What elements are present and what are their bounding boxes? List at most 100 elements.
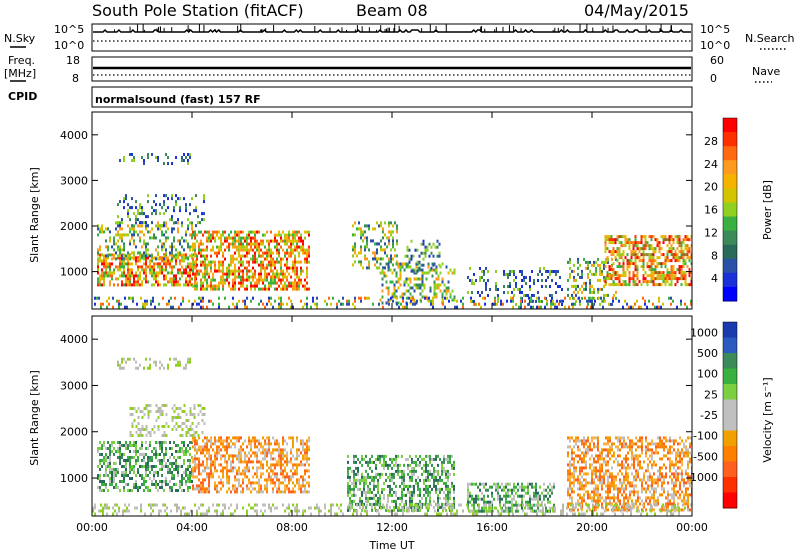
echo-cell — [192, 457, 194, 461]
echo-cell — [254, 287, 256, 291]
echo-cell — [390, 296, 392, 300]
echo-cell — [111, 483, 113, 486]
echo-cell — [203, 200, 205, 204]
echo-cell — [363, 481, 365, 485]
echo-cell — [141, 453, 143, 456]
echo-cell — [112, 305, 114, 309]
echo-cell — [220, 463, 222, 467]
echo-cell — [177, 271, 179, 275]
echo-cell — [509, 482, 511, 486]
echo-cell — [196, 463, 198, 467]
echo-cell — [240, 242, 242, 246]
echo-cell — [401, 490, 403, 494]
echo-cell — [133, 419, 136, 422]
echo-cell — [123, 257, 125, 261]
beam-title: Beam 08 — [356, 1, 428, 20]
echo-cell — [121, 265, 123, 269]
echo-cell — [181, 450, 183, 453]
echo-cell — [392, 245, 394, 249]
echo-cell — [268, 251, 270, 255]
echo-cell — [650, 259, 653, 263]
echo-cell — [503, 488, 505, 492]
echo-cell — [99, 245, 101, 249]
echo-cell — [201, 431, 204, 434]
echo-cell — [379, 472, 381, 476]
echo-cell — [429, 289, 432, 293]
echo-cell — [222, 454, 224, 458]
echo-cell — [222, 469, 224, 473]
echo-cell — [115, 251, 117, 255]
echo-cell — [276, 281, 278, 285]
echo-cell — [664, 274, 667, 278]
echo-cell — [511, 491, 513, 495]
echo-cell — [153, 277, 155, 281]
echo-cell — [201, 419, 204, 422]
echo-cell — [284, 287, 286, 291]
echo-cell — [224, 445, 226, 449]
echo-cell — [417, 493, 419, 497]
echo-cell — [256, 460, 258, 464]
echo-cell — [175, 489, 177, 492]
echo-cell — [646, 241, 649, 245]
echo-cell — [367, 484, 369, 488]
echo-cell — [282, 439, 284, 443]
echo-cell — [545, 488, 547, 492]
echo-cell — [361, 457, 363, 461]
echo-cell — [664, 259, 667, 263]
echo-cell — [543, 494, 545, 498]
echo-cell — [612, 280, 615, 284]
echo-cell — [125, 474, 127, 477]
echo-cell — [111, 471, 113, 474]
echo-cell — [670, 250, 673, 254]
echo-cell — [278, 457, 280, 461]
echo-cell — [97, 447, 99, 450]
echo-cell — [158, 302, 160, 306]
echo-cell — [626, 259, 629, 263]
echo-cell — [129, 227, 131, 231]
echo-cell — [246, 287, 248, 291]
echo-cell — [149, 230, 151, 234]
echo-cell — [660, 277, 663, 281]
echo-cell — [129, 283, 131, 287]
echo-cell — [177, 444, 179, 447]
echo-cell — [369, 502, 371, 506]
echo-cell — [206, 305, 208, 309]
echo-cell — [622, 259, 625, 263]
echo-cell — [234, 266, 236, 270]
echo-cell — [203, 194, 205, 198]
echo-cell — [236, 269, 238, 273]
echo-cell — [441, 277, 444, 281]
echo-cell — [286, 457, 288, 461]
echo-cell — [652, 256, 655, 260]
echo-cell — [604, 265, 607, 269]
echo-cell — [183, 271, 185, 275]
power-colorbar-label: Power [dB] — [761, 180, 774, 240]
echo-cell — [145, 474, 147, 477]
echo-cell — [216, 484, 218, 488]
echo-cell — [117, 248, 119, 252]
echo-cell — [396, 224, 398, 228]
echo-cell — [379, 460, 381, 464]
echo-cell — [387, 484, 389, 488]
echo-cell — [503, 494, 505, 498]
echo-cell — [539, 485, 541, 489]
echo-cell — [368, 296, 370, 300]
echo-cell — [688, 256, 691, 260]
echo-cell — [513, 488, 515, 492]
echo-cell — [581, 284, 583, 288]
echo-cell — [109, 280, 111, 284]
echo-cell — [286, 463, 288, 467]
echo-cell — [187, 474, 189, 477]
echo-cell — [415, 286, 418, 290]
echo-cell — [254, 242, 256, 246]
echo-cell — [434, 269, 437, 273]
echo-cell — [572, 305, 574, 309]
echo-cell — [105, 456, 107, 459]
echo-cell — [509, 506, 511, 510]
echo-cell — [218, 451, 220, 455]
echo-cell — [175, 462, 177, 465]
echo-cell — [203, 212, 205, 216]
echo-cell — [296, 272, 298, 276]
echo-cell — [680, 256, 683, 260]
